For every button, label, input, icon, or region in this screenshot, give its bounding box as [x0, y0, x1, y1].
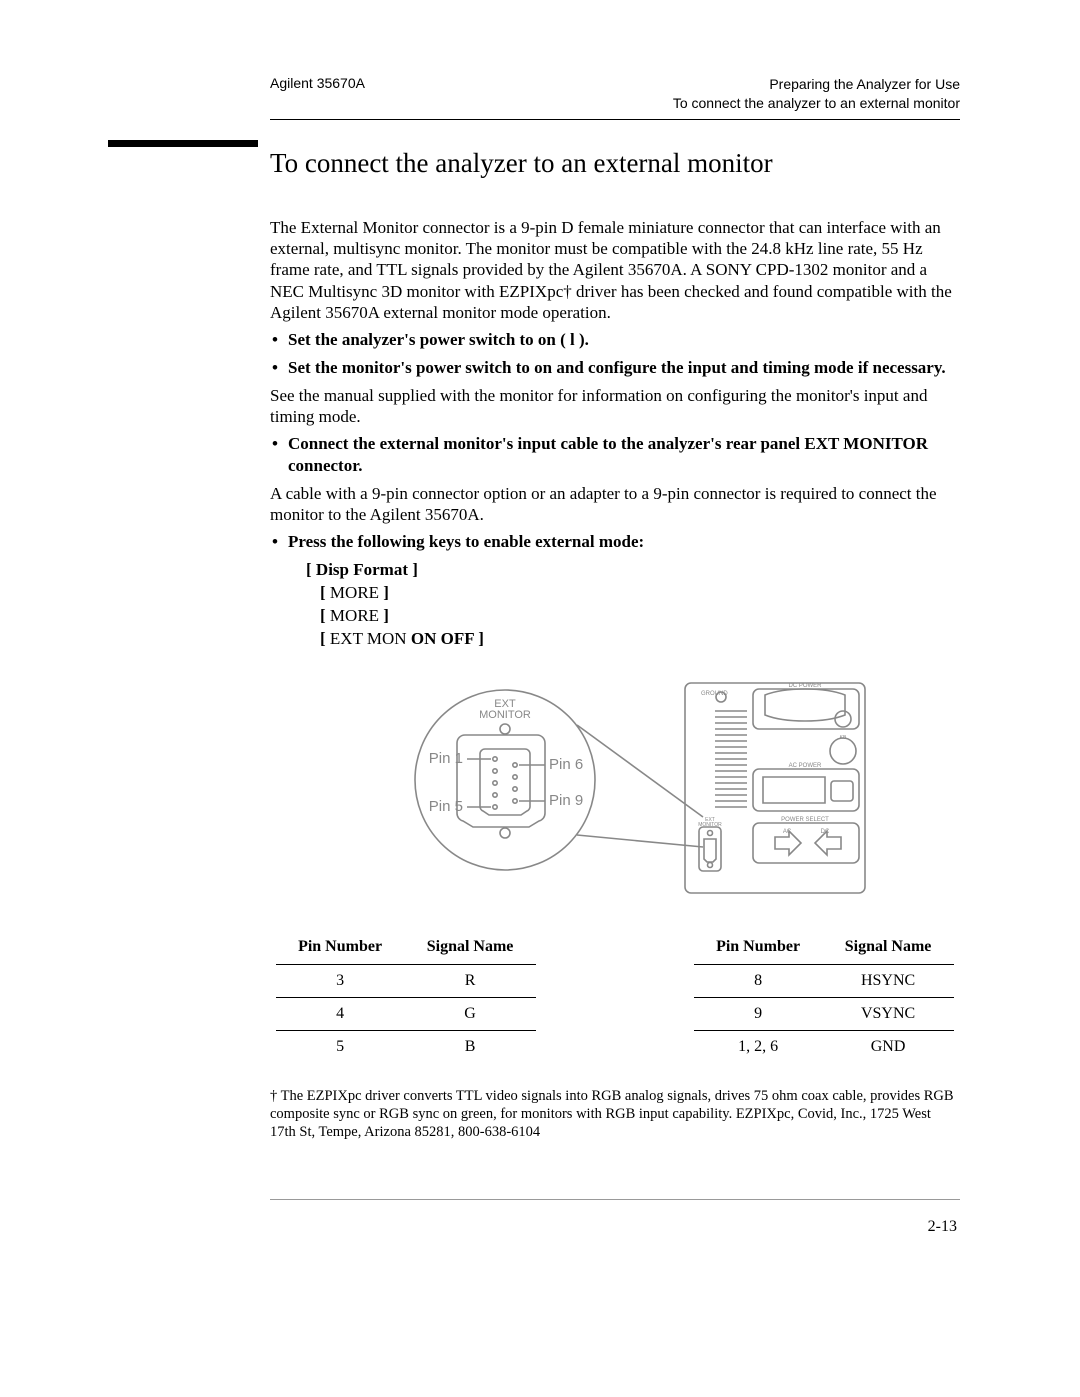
label-ext-monitor-small: EXTMONITOR — [698, 817, 722, 828]
label-ground: GROUND — [701, 691, 728, 697]
step-list-2: Connect the external monitor's input cab… — [270, 433, 960, 477]
page-title: To connect the analyzer to an external m… — [270, 148, 960, 179]
step-power-monitor: Set the monitor's power switch to on and… — [270, 357, 960, 379]
key-more-2: [ MORE ] — [320, 605, 960, 628]
pin-table-left: Pin Number Signal Name 3R 4G 5B — [276, 932, 536, 1063]
key-sequence: [ Disp Format ] [ MORE ] [ MORE ] [ EXT … — [306, 559, 960, 651]
note-monitor-manual: See the manual supplied with the monitor… — [270, 385, 960, 428]
footnote: † The EZPIXpc driver converts TTL video … — [270, 1087, 960, 1141]
label-power-select: POWER SELECT — [781, 817, 829, 823]
key-disp-format: [ Disp Format ] — [306, 559, 960, 582]
label-ac-power: AC POWER — [789, 763, 822, 769]
table-row: 4G — [276, 997, 536, 1030]
table-row: 9VSYNC — [694, 997, 954, 1030]
table-row: 5B — [276, 1030, 536, 1063]
step-list-3: Press the following keys to enable exter… — [270, 531, 960, 553]
header-rule — [270, 119, 960, 120]
col-pin-number: Pin Number — [276, 932, 404, 965]
step-list-1: Set the analyzer's power switch to on ( … — [270, 329, 960, 379]
label-pin-1: Pin 1 — [429, 750, 463, 767]
diagram-svg: EXTMONITOR Pin 1 Pin 5 Pin 6 Pin 9 GROUN… — [355, 665, 875, 905]
header-chapter: Preparing the Analyzer for Use — [673, 75, 960, 94]
page-content: Agilent 35670A Preparing the Analyzer fo… — [270, 75, 960, 1141]
label-ac: AC — [783, 829, 792, 835]
label-dc: DC — [821, 829, 830, 835]
footer-rule — [270, 1199, 960, 1200]
step-connect-cable: Connect the external monitor's input cab… — [270, 433, 960, 477]
label-pin-5: Pin 5 — [429, 798, 463, 815]
page-number: 2-13 — [928, 1218, 957, 1236]
label-kb: KB — [840, 735, 847, 741]
key-ext-mon: [ EXT MON ON OFF ] — [320, 628, 960, 651]
table-row: 8HSYNC — [694, 964, 954, 997]
table-row: 3R — [276, 964, 536, 997]
key-more-1: [ MORE ] — [320, 582, 960, 605]
page-header: Agilent 35670A Preparing the Analyzer fo… — [270, 75, 960, 113]
pin-table-right: Pin Number Signal Name 8HSYNC 9VSYNC 1, … — [694, 932, 954, 1063]
col-signal-name: Signal Name — [404, 932, 536, 965]
header-topic: To connect the analyzer to an external m… — [673, 94, 960, 113]
pin-tables: Pin Number Signal Name 3R 4G 5B Pin Numb… — [276, 932, 954, 1063]
label-pin-9: Pin 9 — [549, 792, 583, 809]
step-press-keys: Press the following keys to enable exter… — [270, 531, 960, 553]
col-pin-number: Pin Number — [694, 932, 822, 965]
header-section: Preparing the Analyzer for Use To connec… — [673, 75, 960, 113]
col-signal-name: Signal Name — [822, 932, 954, 965]
note-cable: A cable with a 9-pin connector option or… — [270, 483, 960, 526]
header-product: Agilent 35670A — [270, 75, 365, 113]
step-power-analyzer: Set the analyzer's power switch to on ( … — [270, 329, 960, 351]
section-thick-rule — [108, 140, 258, 147]
rear-panel-diagram: EXTMONITOR Pin 1 Pin 5 Pin 6 Pin 9 GROUN… — [355, 665, 875, 910]
label-dc-power: DC POWER — [789, 683, 823, 689]
label-pin-6: Pin 6 — [549, 756, 583, 773]
intro-paragraph: The External Monitor connector is a 9-pi… — [270, 217, 960, 323]
table-row: 1, 2, 6GND — [694, 1030, 954, 1063]
label-ext-monitor-big: EXTMONITOR — [479, 698, 531, 721]
